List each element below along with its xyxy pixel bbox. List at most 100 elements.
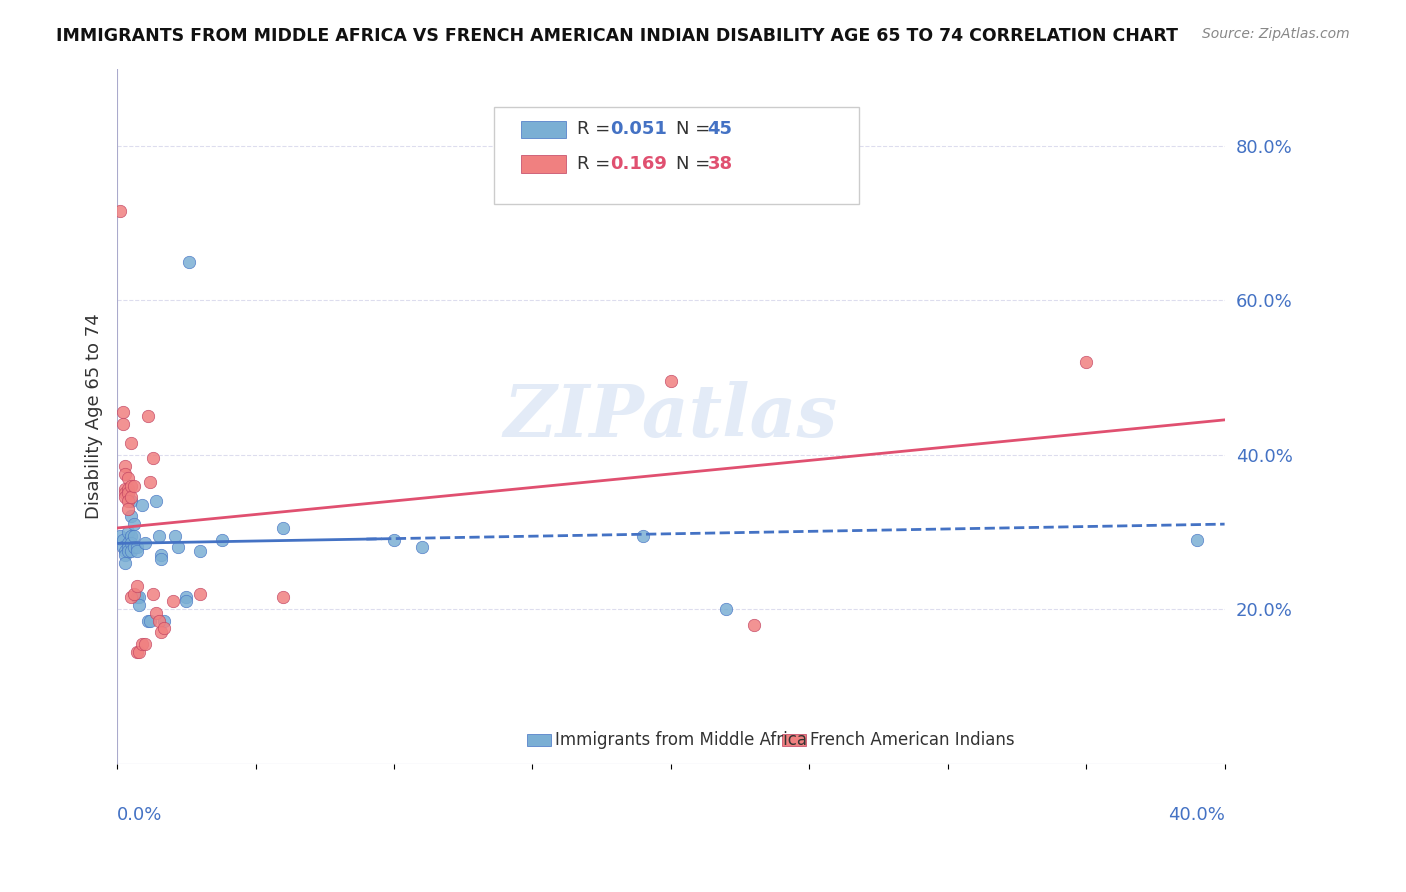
Point: [122, 529, 145, 543]
Point: [153, 614, 176, 628]
Text: 38: 38: [707, 154, 733, 173]
Point: [271, 591, 294, 605]
Point: [1076, 355, 1098, 369]
Point: [114, 459, 136, 474]
Point: [211, 533, 233, 547]
Text: 0.0%: 0.0%: [117, 806, 163, 824]
Point: [108, 529, 131, 543]
Point: [188, 586, 211, 600]
Point: [131, 498, 153, 512]
Text: 40.0%: 40.0%: [1168, 806, 1225, 824]
Point: [117, 536, 139, 550]
FancyBboxPatch shape: [494, 107, 859, 204]
Point: [631, 529, 654, 543]
Y-axis label: Disability Age 65 to 74: Disability Age 65 to 74: [86, 313, 103, 519]
Point: [111, 417, 134, 431]
Point: [125, 591, 148, 605]
Point: [117, 501, 139, 516]
Point: [117, 524, 139, 539]
Point: [271, 521, 294, 535]
Text: IMMIGRANTS FROM MIDDLE AFRICA VS FRENCH AMERICAN INDIAN DISABILITY AGE 65 TO 74 : IMMIGRANTS FROM MIDDLE AFRICA VS FRENCH …: [56, 27, 1178, 45]
Point: [117, 483, 139, 497]
Point: [145, 494, 167, 508]
Text: 0.051: 0.051: [610, 120, 666, 138]
Point: [120, 544, 142, 558]
Point: [114, 556, 136, 570]
Point: [1185, 533, 1208, 547]
Text: Immigrants from Middle Africa: Immigrants from Middle Africa: [554, 731, 807, 749]
Point: [117, 486, 139, 500]
Point: [114, 467, 136, 481]
Point: [120, 478, 142, 492]
Text: R =: R =: [576, 120, 616, 138]
Point: [111, 541, 134, 555]
Point: [117, 494, 139, 508]
Point: [120, 436, 142, 450]
Point: [120, 490, 142, 504]
Point: [142, 586, 165, 600]
Point: [117, 471, 139, 485]
Point: [120, 529, 142, 543]
Point: [176, 594, 198, 608]
Point: [139, 475, 162, 489]
FancyBboxPatch shape: [782, 733, 806, 746]
Point: [659, 374, 682, 388]
Point: [108, 204, 131, 219]
Point: [125, 579, 148, 593]
Point: [136, 614, 159, 628]
Point: [120, 494, 142, 508]
Text: N =: N =: [676, 154, 717, 173]
Point: [136, 409, 159, 423]
Point: [142, 451, 165, 466]
Point: [167, 541, 190, 555]
Point: [120, 591, 142, 605]
Point: [122, 478, 145, 492]
Point: [117, 541, 139, 555]
Point: [134, 536, 156, 550]
Point: [382, 533, 405, 547]
Text: N =: N =: [676, 120, 717, 138]
FancyBboxPatch shape: [522, 120, 565, 138]
Point: [150, 552, 173, 566]
Point: [179, 254, 201, 268]
Point: [125, 541, 148, 555]
Point: [148, 614, 170, 628]
FancyBboxPatch shape: [527, 733, 551, 746]
FancyBboxPatch shape: [522, 155, 565, 173]
Point: [122, 517, 145, 532]
Point: [150, 548, 173, 562]
Point: [120, 536, 142, 550]
Point: [176, 591, 198, 605]
Point: [145, 606, 167, 620]
Point: [114, 548, 136, 562]
Point: [114, 544, 136, 558]
Text: R =: R =: [576, 154, 616, 173]
Point: [153, 621, 176, 635]
Point: [134, 637, 156, 651]
Point: [122, 586, 145, 600]
Point: [411, 541, 433, 555]
Point: [111, 405, 134, 419]
Point: [125, 644, 148, 658]
Point: [117, 544, 139, 558]
Point: [162, 594, 184, 608]
Point: [148, 529, 170, 543]
Text: 0.169: 0.169: [610, 154, 666, 173]
Text: French American Indians: French American Indians: [810, 731, 1015, 749]
Point: [128, 598, 150, 612]
Point: [114, 483, 136, 497]
Point: [716, 602, 738, 616]
Point: [139, 614, 162, 628]
Point: [111, 533, 134, 547]
Point: [128, 591, 150, 605]
Point: [128, 644, 150, 658]
Point: [742, 617, 765, 632]
Point: [165, 529, 187, 543]
Text: Source: ZipAtlas.com: Source: ZipAtlas.com: [1202, 27, 1350, 41]
Point: [188, 544, 211, 558]
Point: [122, 541, 145, 555]
Point: [131, 637, 153, 651]
Point: [120, 509, 142, 524]
Point: [114, 490, 136, 504]
Point: [114, 486, 136, 500]
